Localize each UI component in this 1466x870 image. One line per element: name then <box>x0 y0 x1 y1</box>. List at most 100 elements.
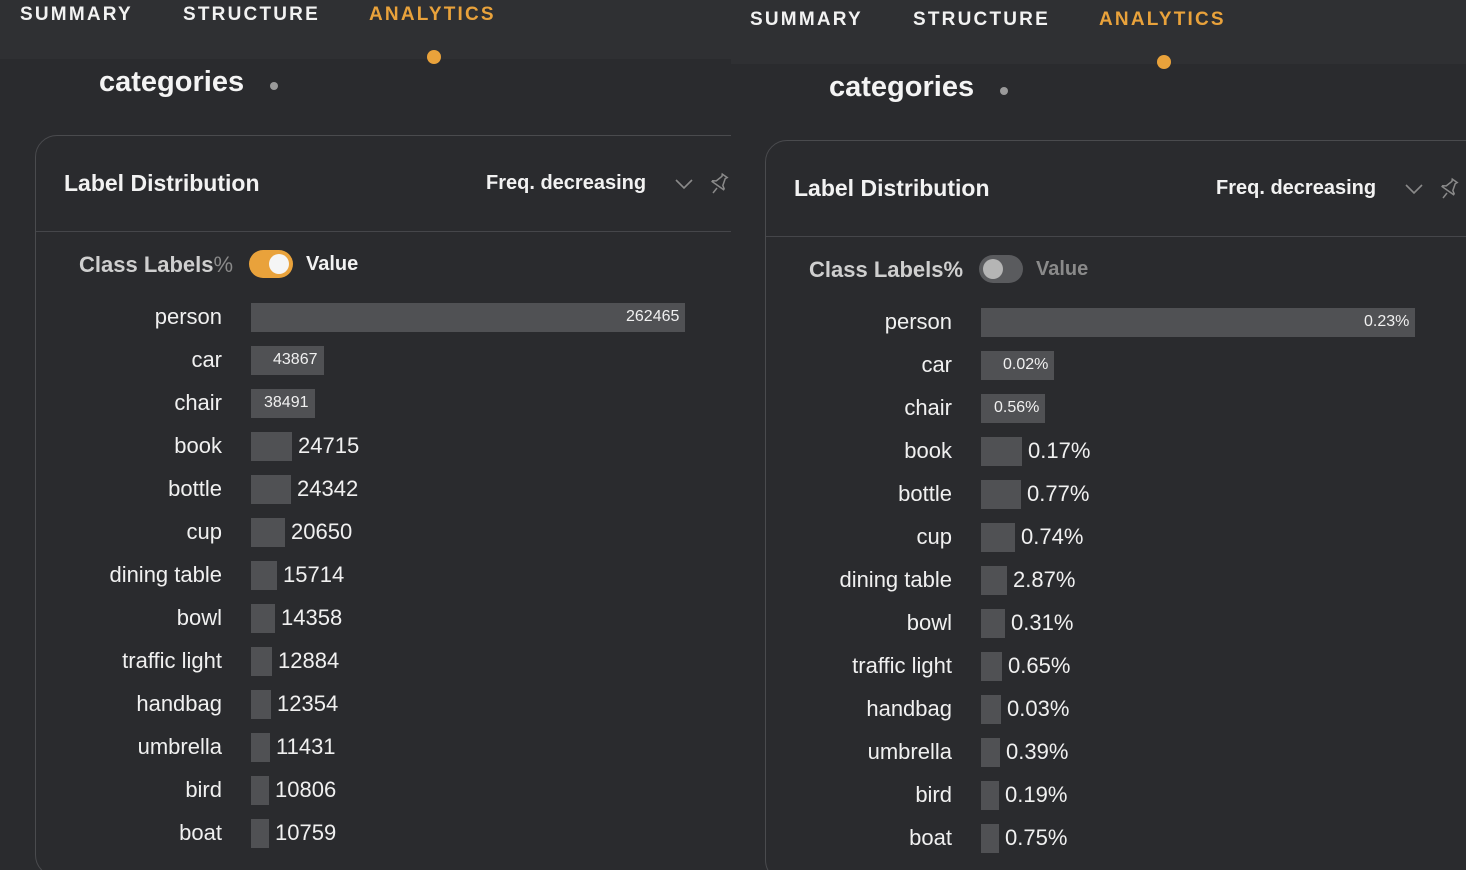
card-title: Label Distribution <box>794 175 990 201</box>
category-label: chair <box>174 390 222 415</box>
category-label: person <box>884 309 952 334</box>
active-tab-indicator <box>427 50 441 64</box>
bar[interactable] <box>251 776 269 805</box>
toggle-label-percent: % <box>213 252 234 277</box>
bar[interactable] <box>251 518 285 547</box>
bar[interactable] <box>981 308 1415 337</box>
bar[interactable] <box>981 609 1005 638</box>
bar[interactable] <box>981 781 999 810</box>
category-label: boat <box>179 820 222 845</box>
active-tab-indicator <box>1157 55 1171 69</box>
bar[interactable] <box>981 824 999 853</box>
category-label: bottle <box>168 476 222 501</box>
category-label: book <box>904 438 952 463</box>
label-distribution-card: Label Distribution Freq. decreasing Clas… <box>765 140 1466 870</box>
label-distribution-chart: person 262465 car 43867 chair 38491 book 24715 b… <box>36 136 731 870</box>
bar-value-label: 0.74% <box>1021 524 1084 549</box>
pin-icon[interactable] <box>708 172 730 196</box>
bar-value-label: 0.65% <box>1008 653 1071 678</box>
section-status-dot <box>270 82 278 90</box>
category-label: traffic light <box>122 648 222 673</box>
chevron-down-icon[interactable] <box>674 174 694 194</box>
pin-icon[interactable] <box>1438 177 1460 201</box>
top-nav: SUMMARY STRUCTURE ANALYTICS <box>0 0 731 64</box>
value-percent-toggle[interactable] <box>979 255 1023 283</box>
bar[interactable] <box>981 566 1007 595</box>
bar[interactable] <box>251 389 315 418</box>
bar[interactable] <box>251 733 270 762</box>
value-percent-toggle[interactable] <box>249 250 293 278</box>
toggle-label: Class Labels% <box>809 257 963 283</box>
bar[interactable] <box>981 523 1015 552</box>
category-label: cup <box>916 524 952 549</box>
card-title: Label Distribution <box>64 170 260 196</box>
bar-value-label: 0.39% <box>1006 739 1069 764</box>
bar-value-label: 2.87% <box>1013 567 1076 592</box>
label-distribution-card: Label Distribution Freq. decreasing Clas… <box>35 135 731 870</box>
bar-value-label: 10759 <box>275 820 337 845</box>
bar-value-label: 0.56% <box>994 399 1040 416</box>
card-divider <box>36 231 731 232</box>
section-status-dot <box>1000 87 1008 95</box>
bar-value-label: 20650 <box>291 519 353 544</box>
section-title: categories <box>829 71 975 103</box>
card-divider <box>766 236 1466 237</box>
bar-value-label: 262465 <box>626 308 680 325</box>
bar-value-label: 0.17% <box>1028 438 1091 463</box>
category-label: handbag <box>136 691 222 716</box>
bar[interactable] <box>251 475 291 504</box>
bar-value-label: 0.02% <box>1003 356 1049 373</box>
chevron-down-icon[interactable] <box>1404 179 1424 199</box>
tab-analytics[interactable]: ANALYTICS <box>369 4 496 25</box>
bar-value-label: 0.77% <box>1027 481 1090 506</box>
bar[interactable] <box>251 561 277 590</box>
bar[interactable] <box>981 437 1022 466</box>
top-nav: SUMMARY STRUCTURE ANALYTICS <box>731 0 1466 69</box>
sort-select[interactable]: Freq. decreasing <box>486 172 647 194</box>
bar[interactable] <box>981 695 1001 724</box>
category-label: bottle <box>898 481 952 506</box>
tab-structure[interactable]: STRUCTURE <box>913 9 1050 30</box>
bar-value-label: 43867 <box>273 351 318 368</box>
bar[interactable] <box>251 346 324 375</box>
category-label: person <box>154 304 222 329</box>
bar-value-label: 15714 <box>283 562 345 587</box>
category-label: cup <box>186 519 222 544</box>
bar[interactable] <box>251 604 275 633</box>
bar-value-label: 14358 <box>281 605 343 630</box>
toggle-label-text: Class Labels <box>79 252 214 277</box>
label-distribution-chart: person 0.23% car 0.02% chair 0.56% book 0.17% bo… <box>766 141 1466 870</box>
category-label: traffic light <box>852 653 952 678</box>
tab-structure[interactable]: STRUCTURE <box>183 4 320 25</box>
tab-summary[interactable]: SUMMARY <box>750 9 863 30</box>
toggle-label: Class Labels% <box>79 252 233 278</box>
category-label: bird <box>915 782 952 807</box>
bar[interactable] <box>981 480 1021 509</box>
category-label: bird <box>185 777 222 802</box>
category-label: dining table <box>109 562 222 587</box>
category-label: chair <box>904 395 952 420</box>
tab-summary[interactable]: SUMMARY <box>20 4 133 25</box>
category-label: car <box>191 347 222 372</box>
bar[interactable] <box>251 647 272 676</box>
bar[interactable] <box>251 432 292 461</box>
toggle-value-label: Value <box>1036 258 1089 280</box>
analytics-pane-percent-mode: SUMMARY STRUCTURE ANALYTICS categories L… <box>731 0 1466 870</box>
category-label: handbag <box>866 696 952 721</box>
sort-select[interactable]: Freq. decreasing <box>1216 177 1377 199</box>
bar[interactable] <box>251 690 271 719</box>
category-label: umbrella <box>137 734 222 759</box>
category-label: boat <box>909 825 952 850</box>
bar[interactable] <box>981 394 1045 423</box>
tab-analytics[interactable]: ANALYTICS <box>1099 9 1226 30</box>
bar[interactable] <box>981 652 1002 681</box>
bar[interactable] <box>981 738 1000 767</box>
section-title: categories <box>99 66 245 98</box>
analytics-pane-value-mode: SUMMARY STRUCTURE ANALYTICS categories L… <box>0 0 731 870</box>
toggle-label-text: Class Labels% <box>809 257 964 282</box>
bar[interactable] <box>981 351 1054 380</box>
bar[interactable] <box>251 303 685 332</box>
toggle-knob <box>269 254 289 274</box>
bar[interactable] <box>251 819 269 848</box>
category-label: bowl <box>176 605 222 630</box>
